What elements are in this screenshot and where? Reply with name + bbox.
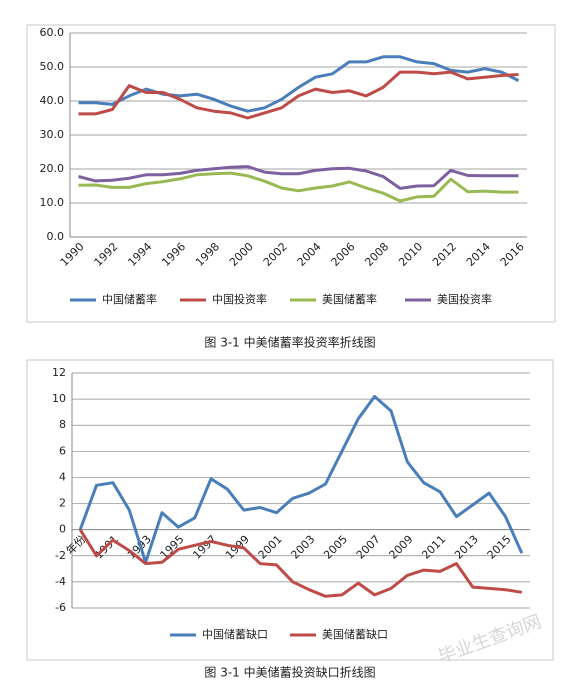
series-line <box>78 395 524 564</box>
x-tick-label: 1990 <box>58 240 87 269</box>
series-line <box>78 528 523 598</box>
series-line <box>78 55 520 113</box>
x-tick-label: 2010 <box>396 240 425 269</box>
x-tick-label: 2013 <box>452 533 481 562</box>
y-tick-label: 12 <box>52 366 66 379</box>
chart-frame <box>26 24 556 323</box>
legend-label: 美国投资率 <box>437 292 492 306</box>
chart-frame <box>26 359 554 661</box>
legend-label: 美国储蓄缺口 <box>322 627 388 641</box>
x-tick-label: 2007 <box>354 533 383 562</box>
watermark: 毕业生查询网 <box>435 611 544 668</box>
x-tick-label: 2000 <box>227 240 256 269</box>
series-line <box>78 70 519 120</box>
y-tick-label: 10.0 <box>40 196 65 209</box>
x-tick-label: 2009 <box>387 533 416 562</box>
caption: 图 3-1 中美储蓄率投资率折线图 <box>204 335 375 350</box>
y-tick-label: 60.0 <box>40 26 65 39</box>
caption: 图 3-1 中美储蓄投资缺口折线图 <box>204 665 375 680</box>
y-tick-label: -6 <box>55 601 66 614</box>
y-tick-label: 4 <box>59 470 66 483</box>
y-tick-label: 50.0 <box>40 60 65 73</box>
y-tick-label: -4 <box>55 575 66 588</box>
x-tick-label: 2015 <box>485 533 514 562</box>
y-tick-label: 10 <box>52 392 66 405</box>
y-tick-label: 0.0 <box>47 230 65 243</box>
x-tick-label: 2008 <box>362 240 391 269</box>
legend-label: 中国储蓄缺口 <box>202 627 268 641</box>
y-tick-label: 0 <box>59 523 66 536</box>
x-tick-label: 2001 <box>256 533 285 562</box>
x-tick-label: 2006 <box>329 240 358 269</box>
series-line <box>78 171 519 203</box>
x-tick-label: 1998 <box>193 240 222 269</box>
legend-label: 中国储蓄率 <box>102 292 157 306</box>
x-tick-label: 1992 <box>92 240 121 269</box>
x-tick-label: 2002 <box>261 240 290 269</box>
series-line <box>78 165 519 190</box>
legend-label: 美国储蓄率 <box>322 292 377 306</box>
x-tick-label: 2011 <box>419 533 448 562</box>
y-tick-label: 20.0 <box>40 162 65 175</box>
x-tick-label: 1996 <box>159 240 188 269</box>
x-tick-label: 1994 <box>125 240 154 269</box>
y-tick-label: 2 <box>59 497 66 510</box>
x-tick-label: 2016 <box>498 240 527 269</box>
x-tick-label: 2014 <box>464 240 493 269</box>
y-tick-label: 6 <box>59 444 66 457</box>
x-tick-label: 1997 <box>190 533 219 562</box>
x-tick-label: 2004 <box>295 240 324 269</box>
y-tick-label: 40.0 <box>40 94 65 107</box>
x-tick-label: 2005 <box>321 533 350 562</box>
x-tick-label: 2012 <box>430 240 459 269</box>
legend-label: 中国投资率 <box>212 292 267 306</box>
y-tick-label: 8 <box>59 418 66 431</box>
x-tick-label: 2003 <box>288 533 317 562</box>
y-tick-label: -2 <box>55 549 66 562</box>
y-tick-label: 30.0 <box>40 128 65 141</box>
